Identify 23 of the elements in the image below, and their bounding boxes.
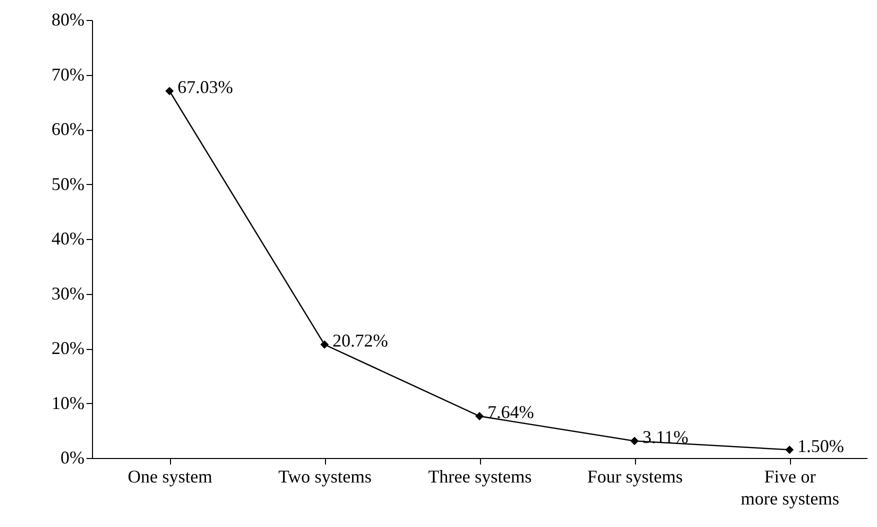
y-tick-label: 40% xyxy=(52,228,84,248)
y-tick-label: 80% xyxy=(52,10,84,30)
y-tick-label: 20% xyxy=(52,338,84,358)
data-label: 1.50% xyxy=(798,436,844,456)
y-tick-label: 50% xyxy=(52,174,84,194)
point xyxy=(475,412,484,420)
x-tick-label: Five or more systems xyxy=(740,466,840,508)
x-tick-label: Two systems xyxy=(278,466,372,486)
y-tick-label: 0% xyxy=(60,448,84,468)
point xyxy=(320,340,329,349)
y-tick-label: 30% xyxy=(52,283,84,304)
data-label: 20.72% xyxy=(332,330,388,351)
x-tick-label: Three systems xyxy=(428,466,532,486)
x-tick-label: One system xyxy=(128,466,212,486)
y-tick-label: 10% xyxy=(52,392,84,413)
data-label: 7.64% xyxy=(488,402,534,422)
x-tick-label: Four systems xyxy=(587,466,683,486)
y-tick-label: 60% xyxy=(52,119,84,139)
point xyxy=(165,86,174,96)
point xyxy=(785,446,794,454)
data-label: 67.03% xyxy=(178,77,233,98)
point xyxy=(630,436,639,446)
y-tick-label: 70% xyxy=(52,64,84,84)
